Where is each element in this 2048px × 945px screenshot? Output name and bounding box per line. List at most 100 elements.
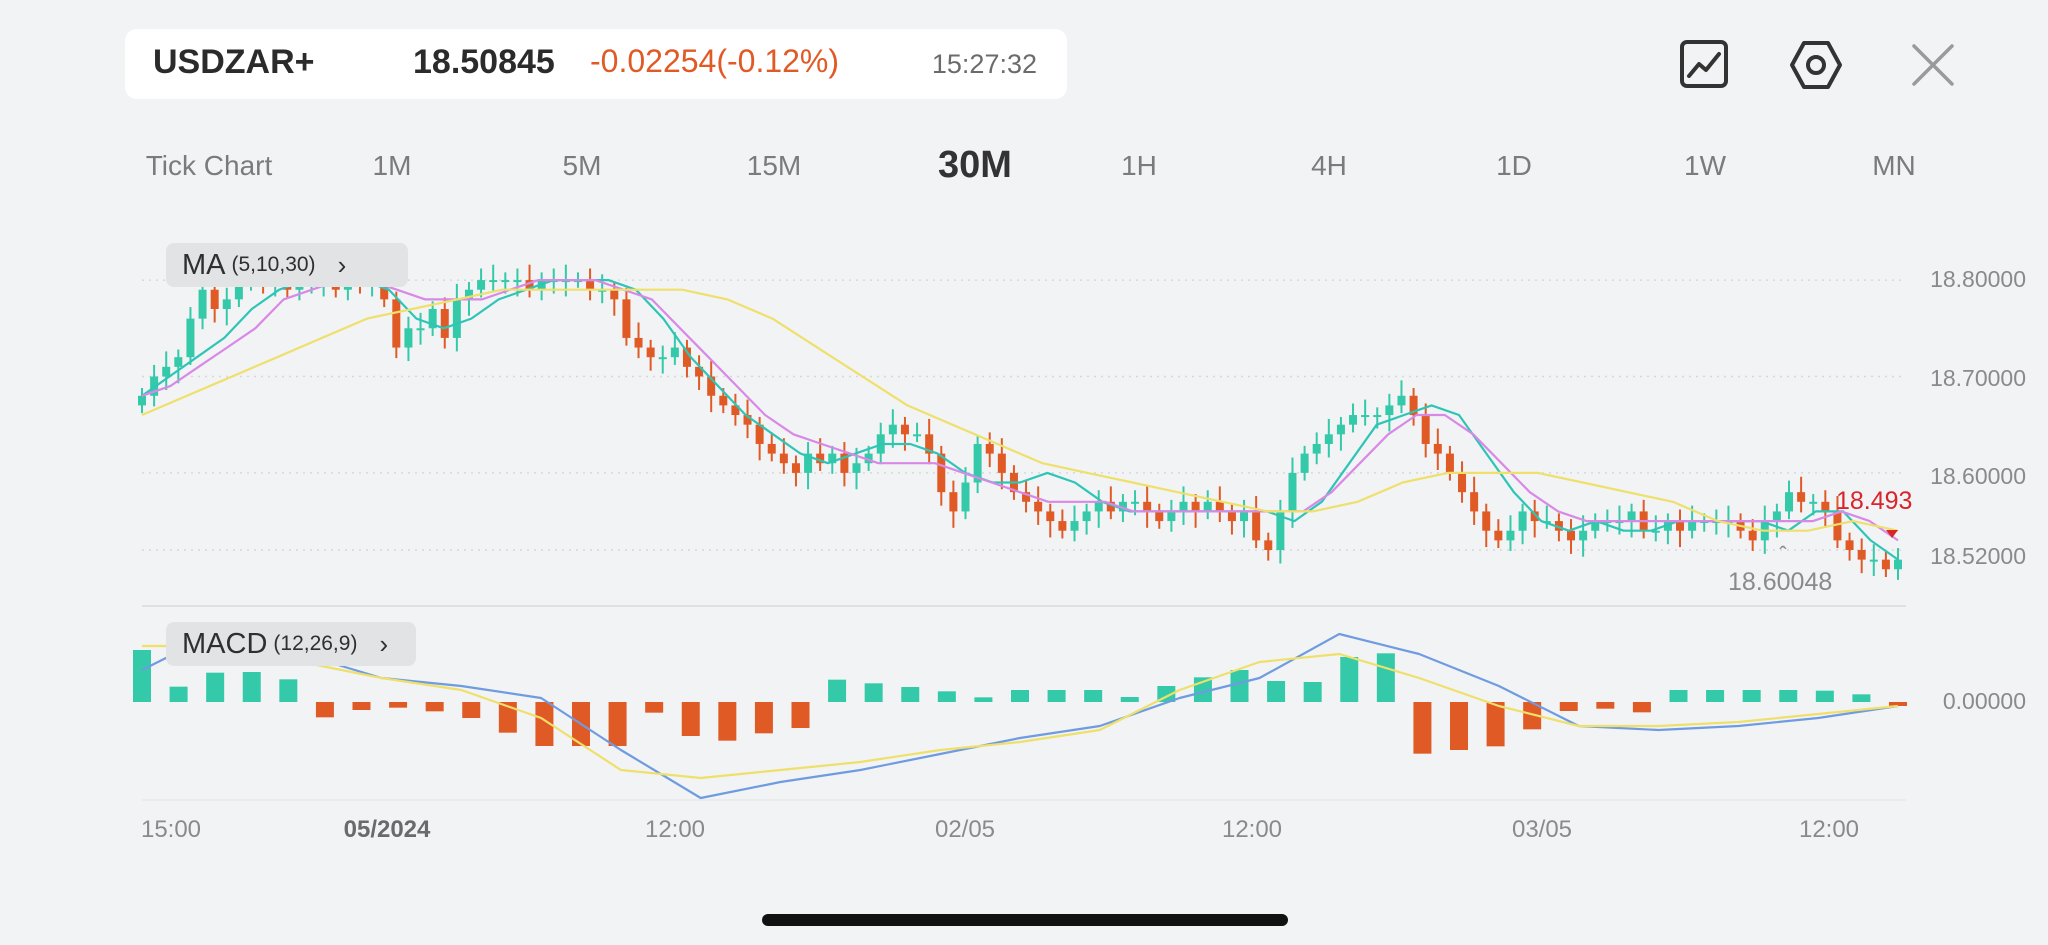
candle-up xyxy=(138,395,146,406)
candle-down xyxy=(1046,511,1055,522)
symbol-label[interactable]: USDZAR+ xyxy=(153,43,315,81)
candle-down xyxy=(1227,511,1236,522)
macd-bar-negative xyxy=(1596,702,1615,709)
macd-bar-positive xyxy=(1303,682,1322,702)
macd-bar-positive xyxy=(828,679,847,702)
candle-up xyxy=(464,289,473,300)
candle-up xyxy=(973,443,982,483)
macd-bar-negative xyxy=(718,702,737,741)
tab-5m[interactable]: 5M xyxy=(562,150,602,181)
candle-up xyxy=(1397,395,1406,406)
candle-down xyxy=(997,453,1006,473)
candle-down xyxy=(1821,501,1830,512)
candle-down xyxy=(1458,472,1467,493)
candle-up xyxy=(162,366,171,377)
candle-up xyxy=(1131,501,1140,504)
candle-down xyxy=(695,366,704,377)
candle-up xyxy=(1591,521,1600,531)
tab-1m[interactable]: 1M xyxy=(372,150,412,181)
candle-down xyxy=(210,289,219,309)
macd-bar-negative xyxy=(1413,702,1432,754)
tab-1w[interactable]: 1W xyxy=(1684,150,1726,181)
macd-bar-positive xyxy=(169,686,188,702)
chart-grid xyxy=(142,279,1906,801)
candle-up xyxy=(961,482,970,512)
x-tick-label: 02/05 xyxy=(934,816,996,843)
tab-30m[interactable]: 30M xyxy=(938,144,1012,186)
candle-down xyxy=(1530,511,1539,522)
timeframe-tabs: Tick Chart 1M 5M 15M 30M 1H 4H 1D 1W MN xyxy=(142,144,1918,190)
candle-up xyxy=(864,453,873,464)
candle-up xyxy=(222,299,231,309)
quote-time: 15:27:32 xyxy=(931,49,1037,79)
macd-bar-positive xyxy=(242,672,261,702)
candle-up xyxy=(1869,559,1878,562)
candle-down xyxy=(392,299,401,348)
candle-down xyxy=(525,280,534,290)
x-tick-label: 12:00 xyxy=(1798,816,1860,843)
candle-down xyxy=(1409,395,1418,416)
candle-up xyxy=(828,453,837,464)
chart-type-icon[interactable] xyxy=(1678,38,1732,92)
macd-bar-negative xyxy=(498,702,517,733)
tab-4h[interactable]: 4H xyxy=(1311,150,1347,181)
macd-bar-negative xyxy=(791,702,810,728)
y-tick-label: 18.80000 xyxy=(1930,266,2026,292)
price-change: -0.02254(-0.12%) xyxy=(590,43,840,79)
home-indicator xyxy=(762,914,1288,926)
candle-down xyxy=(622,299,631,338)
macd-bar-negative xyxy=(1889,702,1907,706)
macd-bar-positive xyxy=(864,683,883,702)
candle-down xyxy=(1034,501,1043,512)
macd-indicator-pill[interactable]: MACD (12,26,9) › xyxy=(166,622,416,666)
ma-line-ma10 xyxy=(141,279,1899,542)
settings-icon[interactable] xyxy=(1789,38,1843,92)
candle-down xyxy=(1845,540,1854,550)
candle-down xyxy=(1252,511,1261,541)
candle-up xyxy=(1094,501,1103,512)
tab-15m[interactable]: 15M xyxy=(746,150,802,181)
candle-up xyxy=(198,289,207,319)
close-icon[interactable] xyxy=(1906,38,1960,92)
tab-1d[interactable]: 1D xyxy=(1496,150,1532,181)
candle-down xyxy=(1881,559,1890,570)
macd-bar-positive xyxy=(1815,690,1834,702)
candle-up xyxy=(1894,559,1902,570)
ma-line-ma5 xyxy=(141,279,1899,561)
candle-up xyxy=(1203,501,1212,512)
candle-down xyxy=(791,463,800,473)
macd-y-tick-label: 0.00000 xyxy=(1942,688,2026,714)
tab-1h[interactable]: 1H xyxy=(1121,150,1157,181)
macd-name: MACD xyxy=(182,627,268,660)
candle-up xyxy=(489,280,498,283)
candle-down xyxy=(1264,540,1273,550)
candle-up xyxy=(1518,511,1527,531)
candle-up xyxy=(1506,530,1515,541)
tab-mn[interactable]: MN xyxy=(1872,150,1916,181)
candle-up xyxy=(174,357,183,367)
macd-bar-negative xyxy=(1523,702,1542,730)
macd-bar-positive xyxy=(974,697,993,702)
candle-down xyxy=(840,453,849,473)
macd-bar-positive xyxy=(1706,690,1725,702)
candle-down xyxy=(816,453,825,464)
chart-markers: ˆ xyxy=(1779,530,1898,567)
candle-up xyxy=(186,318,195,358)
macd-bar-negative xyxy=(1632,702,1651,713)
macd-bar-negative xyxy=(645,702,664,713)
marker-price-label: 18.60048 xyxy=(1728,568,1833,596)
candle-down xyxy=(634,337,643,348)
macd-bar-positive xyxy=(206,672,225,702)
candle-down xyxy=(985,443,994,454)
candle-up xyxy=(1373,415,1382,418)
x-tick-label: 05/2024 xyxy=(343,816,431,843)
candle-down xyxy=(1433,443,1442,454)
macd-bar-positive xyxy=(1120,697,1139,702)
tab-tick-chart[interactable]: Tick Chart xyxy=(145,150,273,181)
ma-indicator-pill[interactable]: MA (5,10,30) › xyxy=(166,243,408,287)
candle-down xyxy=(949,492,958,512)
candle-up xyxy=(1651,530,1660,533)
macd-params: (12,26,9) xyxy=(273,632,358,655)
macd-bar-positive xyxy=(1047,690,1066,702)
